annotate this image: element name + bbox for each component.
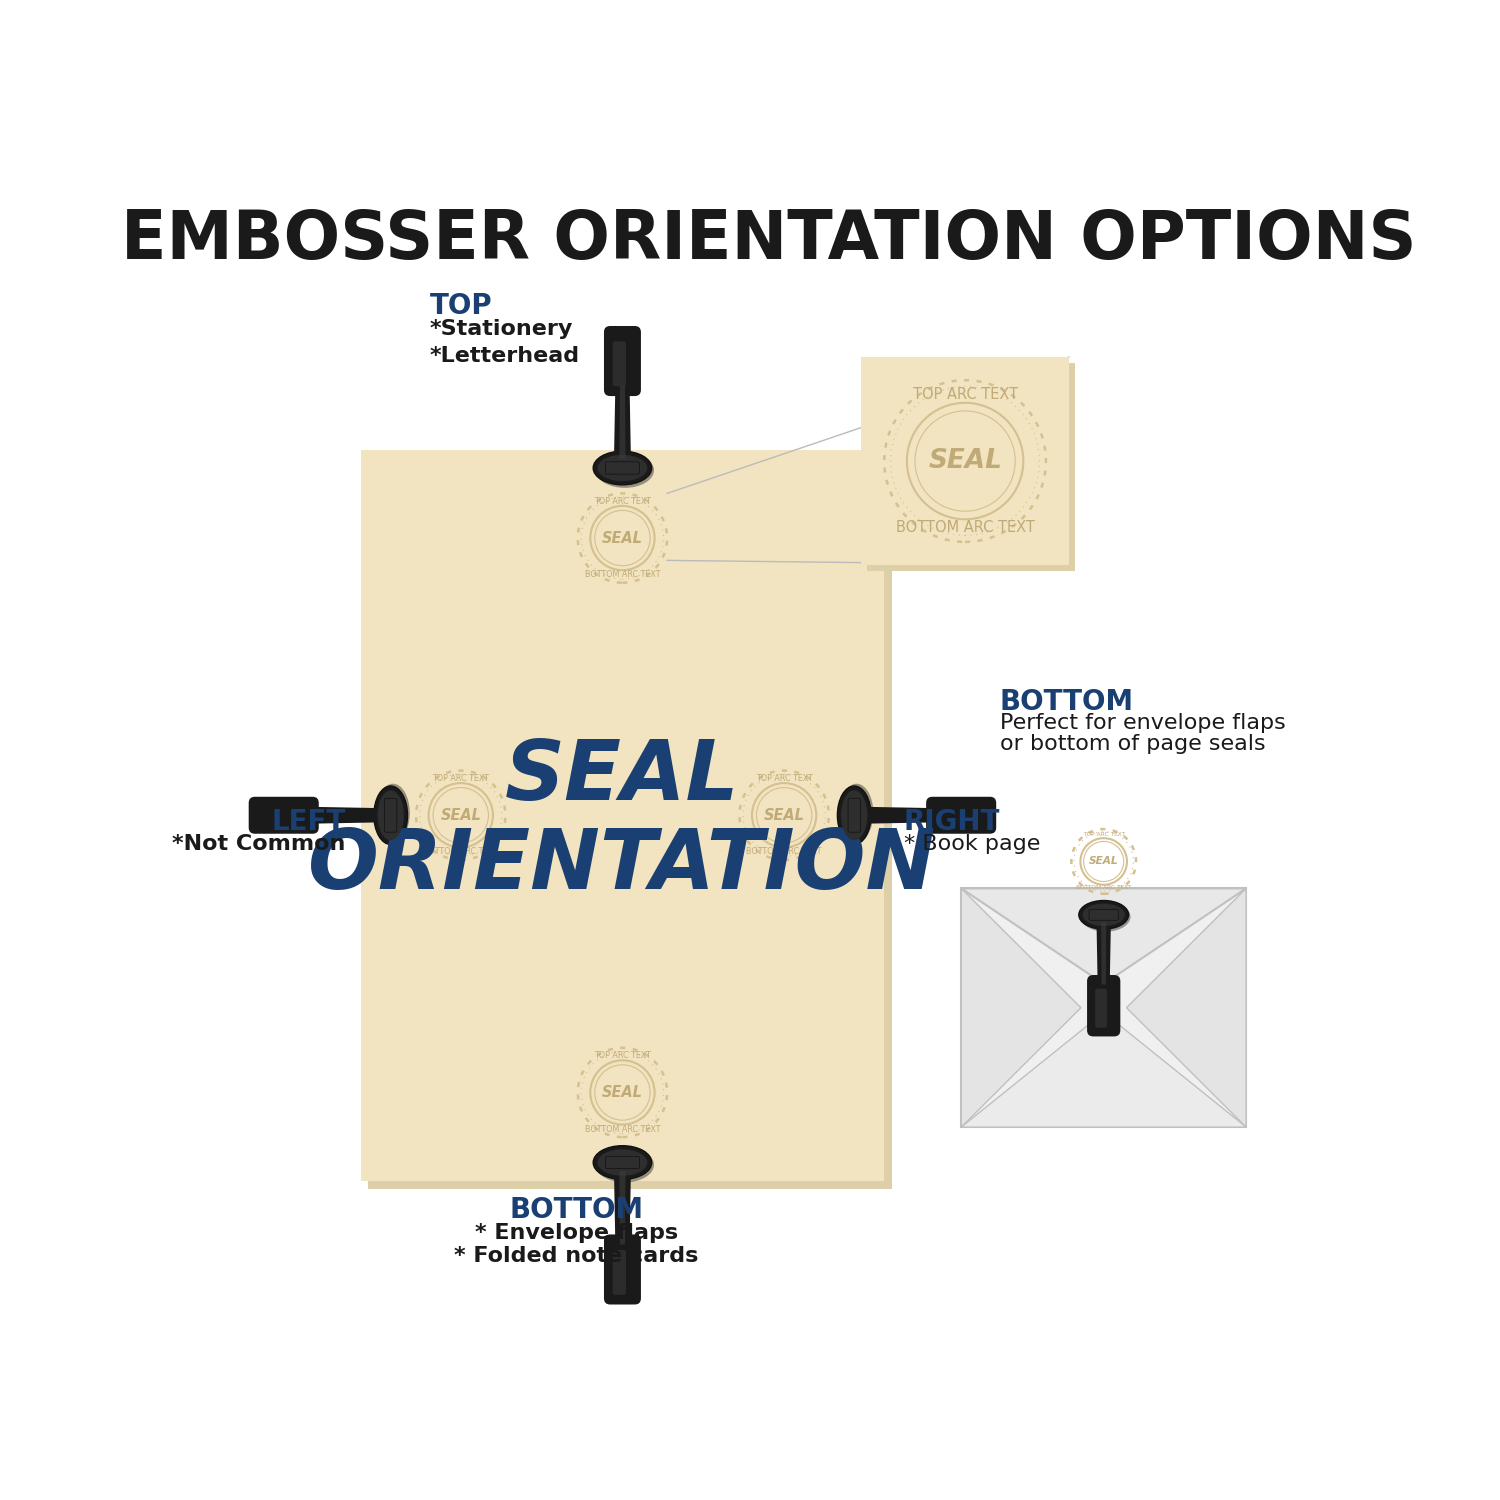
Text: BOTTOM ARC TEXT: BOTTOM ARC TEXT [1076,885,1131,891]
FancyBboxPatch shape [606,1156,639,1168]
Text: *Stationery: *Stationery [430,318,573,339]
Text: BOTTOM: BOTTOM [509,1197,644,1224]
Polygon shape [620,1172,626,1245]
Polygon shape [614,1172,632,1245]
Ellipse shape [374,786,408,844]
Ellipse shape [376,783,410,842]
Polygon shape [1096,922,1112,984]
Text: TOP ARC TEXT: TOP ARC TEXT [912,387,1017,402]
FancyBboxPatch shape [604,1234,640,1305]
Text: SEAL: SEAL [506,736,740,818]
Ellipse shape [596,1148,654,1182]
Ellipse shape [592,1146,651,1179]
FancyBboxPatch shape [1088,975,1120,1036]
Text: * Book page: * Book page [903,834,1040,855]
Polygon shape [862,807,936,824]
FancyBboxPatch shape [926,796,996,834]
Text: SEAL: SEAL [602,531,644,546]
Polygon shape [962,888,1246,984]
Text: BOTTOM ARC TEXT: BOTTOM ARC TEXT [585,570,660,579]
Text: TOP ARC TEXT: TOP ARC TEXT [756,774,813,783]
Text: *Letterhead: *Letterhead [430,345,580,366]
Ellipse shape [842,790,867,840]
Text: BOTTOM ARC TEXT: BOTTOM ARC TEXT [585,1125,660,1134]
Text: SEAL: SEAL [928,448,1002,474]
Text: RIGHT: RIGHT [903,807,1001,836]
Ellipse shape [378,790,404,840]
FancyBboxPatch shape [847,798,861,832]
FancyBboxPatch shape [606,462,639,474]
Ellipse shape [597,1149,648,1176]
Text: SEAL: SEAL [764,807,804,822]
Text: LEFT: LEFT [272,807,345,836]
Ellipse shape [1078,900,1128,928]
Ellipse shape [597,454,648,482]
Polygon shape [309,807,382,824]
Polygon shape [962,1013,1246,1126]
Text: SEAL: SEAL [441,807,482,822]
Text: * Envelope flaps: * Envelope flaps [474,1224,678,1244]
FancyBboxPatch shape [962,888,1246,1126]
FancyBboxPatch shape [1095,988,1107,1028]
Ellipse shape [592,452,651,484]
Text: TOP: TOP [430,291,492,320]
Text: ORIENTATION: ORIENTATION [309,825,936,906]
Text: EMBOSSER ORIENTATION OPTIONS: EMBOSSER ORIENTATION OPTIONS [122,207,1416,273]
Polygon shape [962,888,1082,1126]
Text: BOTTOM ARC TEXT: BOTTOM ARC TEXT [423,847,498,856]
FancyBboxPatch shape [867,363,1076,572]
Text: BOTTOM ARC TEXT: BOTTOM ARC TEXT [747,847,822,856]
FancyBboxPatch shape [612,1250,626,1294]
Ellipse shape [1083,903,1125,926]
Text: SEAL: SEAL [602,1084,644,1100]
Polygon shape [1101,922,1107,984]
FancyBboxPatch shape [360,450,885,1180]
Text: BOTTOM: BOTTOM [999,688,1134,715]
Ellipse shape [837,786,872,844]
Ellipse shape [596,453,654,488]
Text: TOP ARC TEXT: TOP ARC TEXT [1083,833,1125,837]
Polygon shape [1126,888,1246,1126]
FancyBboxPatch shape [612,342,626,387]
FancyBboxPatch shape [861,357,1070,566]
Text: SEAL: SEAL [1089,856,1119,867]
Text: * Folded note cards: * Folded note cards [454,1246,699,1266]
FancyBboxPatch shape [1089,909,1119,921]
Text: BOTTOM ARC TEXT: BOTTOM ARC TEXT [896,520,1035,536]
Text: Perfect for envelope flaps: Perfect for envelope flaps [999,712,1286,734]
Polygon shape [614,386,632,459]
Text: TOP ARC TEXT: TOP ARC TEXT [594,1052,651,1060]
FancyBboxPatch shape [384,798,398,832]
Ellipse shape [1082,902,1131,932]
Text: or bottom of page seals: or bottom of page seals [999,735,1266,754]
FancyBboxPatch shape [249,796,320,834]
Text: *Not Common: *Not Common [172,834,345,855]
FancyBboxPatch shape [369,458,892,1188]
FancyBboxPatch shape [604,326,640,396]
Text: TOP ARC TEXT: TOP ARC TEXT [594,496,651,506]
Text: TOP ARC TEXT: TOP ARC TEXT [432,774,489,783]
Polygon shape [620,386,626,459]
Ellipse shape [840,783,873,842]
